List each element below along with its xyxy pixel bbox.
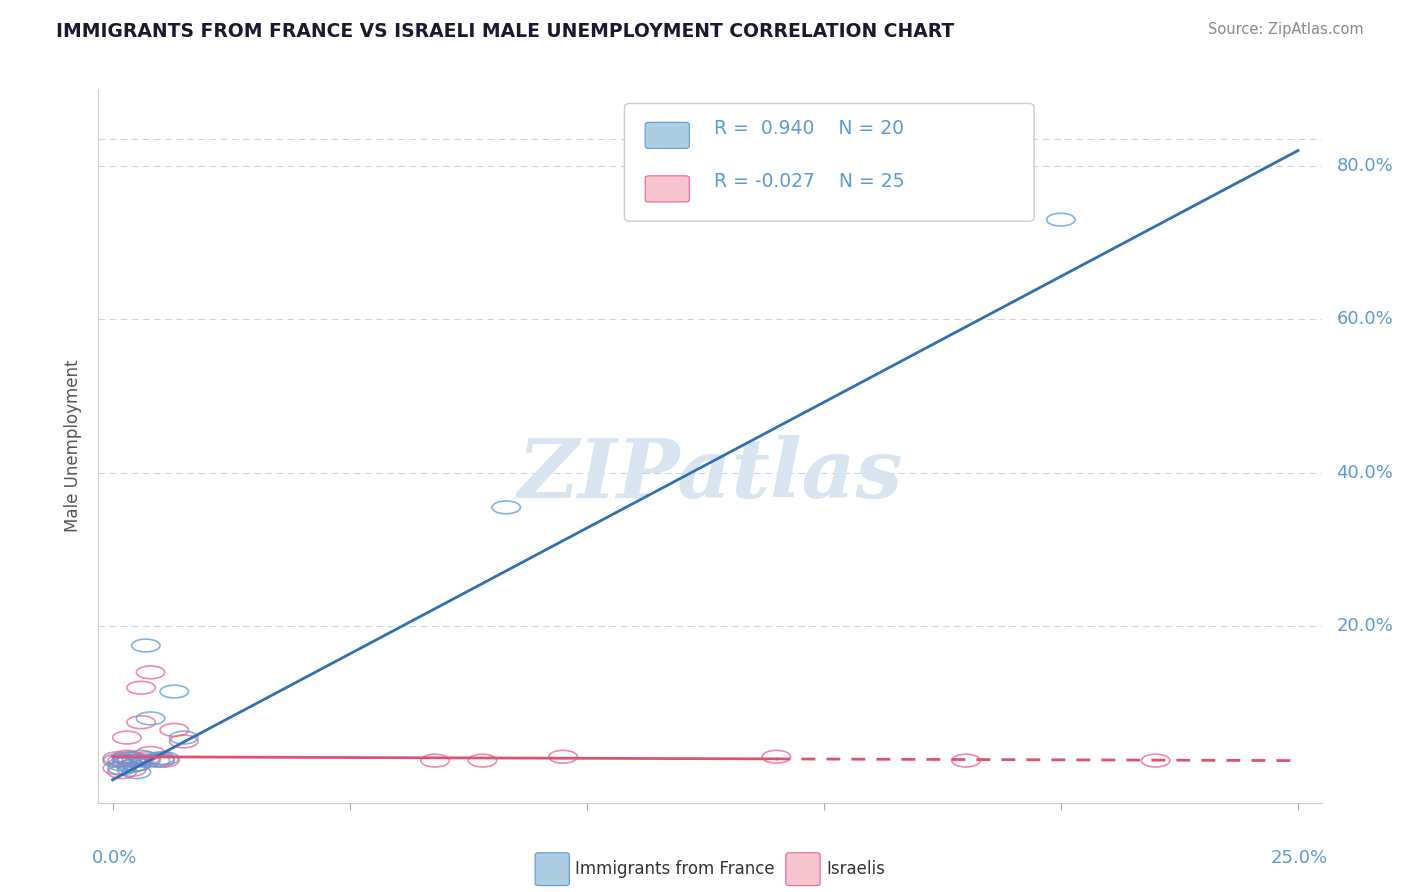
Text: 80.0%: 80.0% xyxy=(1336,157,1393,175)
FancyBboxPatch shape xyxy=(786,853,820,886)
Text: Israelis: Israelis xyxy=(827,860,886,878)
FancyBboxPatch shape xyxy=(624,103,1035,221)
Text: 0.0%: 0.0% xyxy=(93,849,138,867)
Text: 25.0%: 25.0% xyxy=(1271,849,1327,867)
FancyBboxPatch shape xyxy=(536,853,569,886)
Text: Source: ZipAtlas.com: Source: ZipAtlas.com xyxy=(1208,22,1364,37)
Text: Immigrants from France: Immigrants from France xyxy=(575,860,775,878)
Text: ZIPatlas: ZIPatlas xyxy=(517,434,903,515)
Text: R = -0.027    N = 25: R = -0.027 N = 25 xyxy=(714,172,904,192)
Text: 60.0%: 60.0% xyxy=(1336,310,1393,328)
Text: 20.0%: 20.0% xyxy=(1336,617,1393,635)
Text: IMMIGRANTS FROM FRANCE VS ISRAELI MALE UNEMPLOYMENT CORRELATION CHART: IMMIGRANTS FROM FRANCE VS ISRAELI MALE U… xyxy=(56,22,955,41)
Text: R =  0.940    N = 20: R = 0.940 N = 20 xyxy=(714,119,904,138)
Y-axis label: Male Unemployment: Male Unemployment xyxy=(65,359,83,533)
Text: 40.0%: 40.0% xyxy=(1336,464,1393,482)
FancyBboxPatch shape xyxy=(645,122,689,148)
FancyBboxPatch shape xyxy=(645,176,689,202)
